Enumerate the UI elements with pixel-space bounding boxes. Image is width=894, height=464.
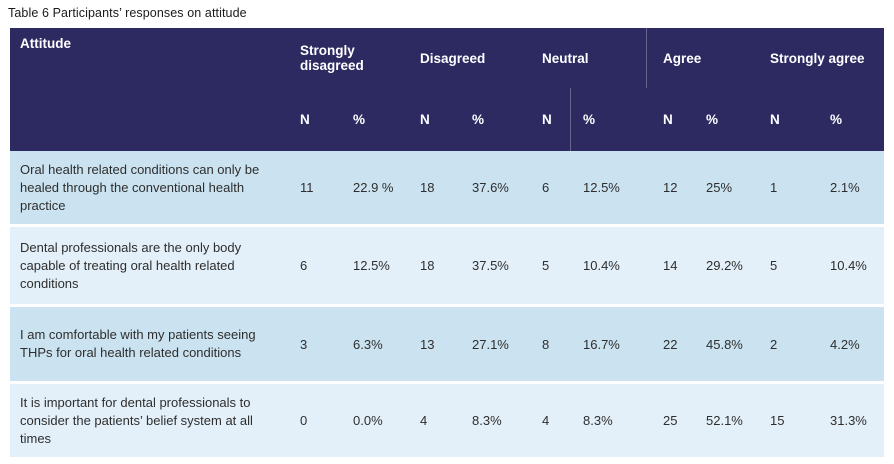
value-cell: 27.1% [472,336,509,352]
value-cell: 5 [770,258,778,273]
value-cell: 13 [420,336,435,352]
statement-cell: It is important for dental professionals… [20,394,253,446]
subheader-pct: % [706,112,719,127]
value-cell: 22 [663,336,678,352]
column-header-neutral: Neutral [542,50,589,66]
value-cell: 14 [663,258,678,273]
table-caption: Table 6 Participants’ responses on attit… [8,6,247,20]
value-cell: 2.1% [830,180,860,195]
table-row: Oral health related conditions can only … [10,151,884,224]
value-cell: 45.8% [706,336,743,352]
table-row: Dental professionals are the only body c… [10,227,884,304]
value-cell: 18 [420,258,435,273]
value-cell: 0 [300,413,308,428]
statement-cell: Oral health related conditions can only … [20,161,260,213]
subheader-n: N [300,112,310,127]
value-cell: 16.7% [583,336,620,352]
value-cell: 0.0% [353,413,383,428]
value-cell: 6 [542,180,550,195]
attitude-table: Attitude Strongly disagreed Disagreed Ne… [10,28,884,457]
column-header-disagreed: Disagreed [420,50,486,66]
value-cell: 8.3% [583,413,613,428]
subheader-n: N [663,112,673,127]
value-cell: 29.2% [706,258,743,273]
value-cell: 4 [420,413,428,428]
value-cell: 12.5% [583,180,620,195]
value-cell: 10.4% [583,258,620,273]
table-row: It is important for dental professionals… [10,384,884,457]
column-header-strongly-agree: Strongly agree [770,50,865,66]
value-cell: 25% [706,180,733,195]
value-cell: 2 [770,336,778,352]
value-cell: 3 [300,336,308,352]
subheader-n: N [770,112,780,127]
column-header-strongly-disagreed: Strongly disagreed [300,43,364,73]
value-cell: 18 [420,180,435,195]
value-cell: 8.3% [472,413,502,428]
value-cell: 10.4% [830,258,867,273]
header-divider-line [570,88,571,151]
header-divider-line [646,28,647,88]
value-cell: 1 [770,180,778,195]
table-row: I am comfortable with my patients seeing… [10,307,884,381]
value-cell: 12 [663,180,678,195]
value-cell: 4 [542,413,550,428]
value-cell: 6 [300,258,308,273]
subheader-pct: % [472,112,485,127]
value-cell: 37.6% [472,180,509,195]
subheader-pct: % [583,112,596,127]
subheader-pct: % [830,112,843,127]
value-cell: 4.2% [830,336,860,352]
subheader-n: N [420,112,430,127]
value-cell: 25 [663,413,678,428]
value-cell: 22.9 % [353,180,394,195]
value-cell: 11 [300,180,314,195]
value-cell: 12.5% [353,258,390,273]
value-cell: 37.5% [472,258,509,273]
value-cell: 31.3% [830,413,867,428]
value-cell: 52.1% [706,413,743,428]
subheader-pct: % [353,112,366,127]
statement-cell: Dental professionals are the only body c… [20,239,242,291]
value-cell: 5 [542,258,550,273]
statement-cell: I am comfortable with my patients seeing… [20,327,256,360]
subheader-n: N [542,112,552,127]
value-cell: 6.3% [353,336,383,352]
value-cell: 15 [770,413,785,428]
table-header: Attitude Strongly disagreed Disagreed Ne… [10,28,884,151]
value-cell: 8 [542,336,550,352]
column-header-agree: Agree [663,50,702,66]
column-header-attitude: Attitude [20,36,71,51]
